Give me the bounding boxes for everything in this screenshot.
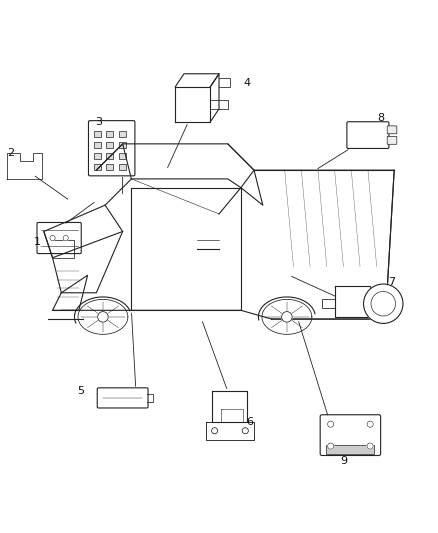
FancyBboxPatch shape [320,415,381,456]
Circle shape [371,292,396,316]
FancyBboxPatch shape [347,122,389,149]
Bar [106,142,113,148]
FancyBboxPatch shape [37,222,81,254]
Circle shape [282,312,292,322]
Bar [119,142,126,148]
Bar [94,153,101,159]
Bar [326,445,374,454]
FancyBboxPatch shape [97,388,148,408]
Circle shape [367,421,373,427]
Bar [119,164,126,170]
Bar [106,164,113,170]
Text: 6: 6 [246,417,253,427]
Circle shape [364,284,403,324]
Text: 2: 2 [7,148,14,158]
Bar [94,142,101,148]
Bar [106,153,113,159]
Text: 7: 7 [389,277,396,287]
Text: 3: 3 [95,117,102,127]
Text: 5: 5 [78,386,85,397]
Circle shape [212,427,218,434]
Bar [119,153,126,159]
FancyBboxPatch shape [387,136,397,144]
FancyBboxPatch shape [88,120,135,176]
Circle shape [367,443,373,449]
Text: 4: 4 [244,77,251,87]
Circle shape [328,421,334,427]
Bar [119,131,126,138]
Circle shape [242,427,248,434]
Bar [94,164,101,170]
Text: 1: 1 [34,237,41,247]
Text: 8: 8 [378,112,385,123]
Circle shape [98,312,108,322]
Text: 9: 9 [340,456,347,466]
Circle shape [328,443,334,449]
Bar [94,131,101,138]
Circle shape [63,236,68,241]
Bar [106,131,113,138]
Circle shape [50,236,55,241]
FancyBboxPatch shape [387,126,397,134]
